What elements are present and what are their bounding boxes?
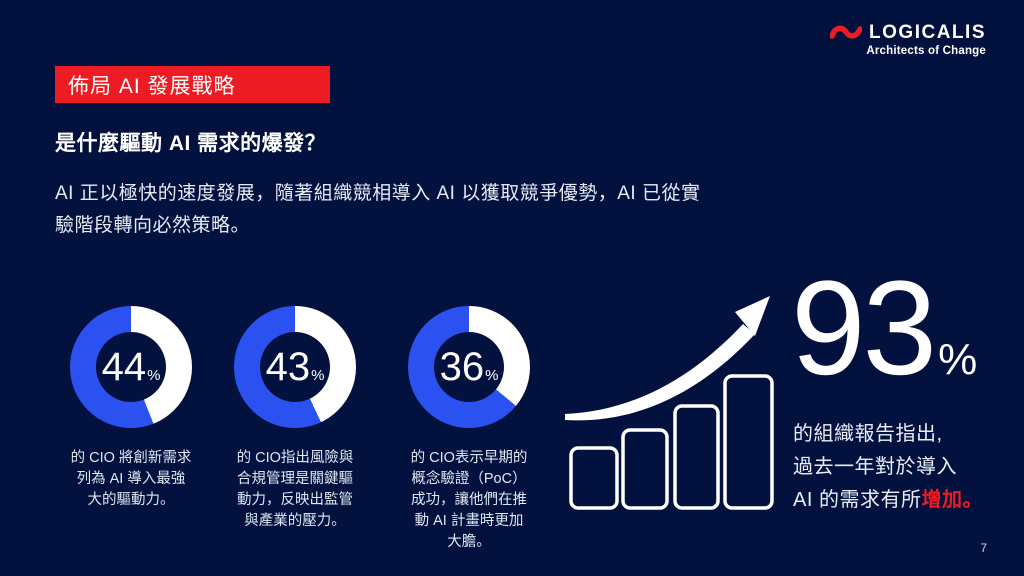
donut-chart-poc: 36 % (408, 306, 530, 428)
stat-unit: % (938, 335, 978, 384)
page-title: 是什麼驅動 AI 需求的爆發？ (55, 132, 327, 155)
donut-center: 43 % (260, 332, 330, 402)
headline-stat: 93 % (791, 262, 977, 396)
stat-highlight-word: 增加。 (921, 489, 983, 511)
donut-value: 36 (439, 345, 485, 389)
section-banner: 佈局 AI 發展戰略 (55, 66, 330, 103)
page-number: 7 (980, 541, 987, 555)
donut-unit: % (147, 367, 161, 384)
donut-unit: % (311, 367, 325, 384)
donut-value: 43 (265, 345, 311, 389)
brand-tagline: Architects of Change (866, 45, 986, 57)
stat-value: 93 (791, 254, 937, 403)
growth-bars-icon (569, 374, 774, 510)
intro-line: AI 正以極快的速度發展，隨著組織競相導入 AI 以獲取競爭優勢，AI 已從實 (55, 183, 701, 204)
donut-caption-poc: 的 CIO表示早期的 概念驗證（PoC） 成功，讓他們在推 動 AI 計畫時更加… (410, 450, 528, 550)
donut-value: 44 (101, 345, 147, 389)
stat-last-line-prefix: AI 的需求有所 (793, 489, 922, 511)
section-banner-label: 佈局 AI 發展戰略 (68, 74, 236, 98)
growth-arrow-icon (565, 296, 770, 421)
donut-center: 44 % (96, 332, 166, 402)
headline-stat-description: 的組織報告指出, 過去一年對於導入 AI 的需求有所增加。 (793, 423, 983, 511)
infinity-ribbon-icon (830, 25, 863, 39)
donut-unit: % (485, 367, 499, 384)
donut-caption-risk-compliance: 的 CIO指出風險與 合規管理是關鍵驅 動力，反映出監管 與產業的壓力。 (236, 450, 354, 529)
intro-line: 驗階段轉向必然策略。 (55, 215, 251, 236)
growth-trend-icon (565, 296, 774, 510)
donut-center: 36 % (434, 332, 504, 402)
logicalis-logo: LOGICALIS Architects of Change (830, 22, 986, 57)
donut-caption-innovation: 的 CIO 將創新需求 列為 AI 導入最強 大的驅動力。 (70, 450, 192, 508)
donut-chart-innovation: 44 % (70, 306, 192, 428)
donut-chart-risk-compliance: 43 % (234, 306, 356, 428)
brand-name: LOGICALIS (869, 22, 986, 43)
intro-paragraph: AI 正以極快的速度發展，隨著組織競相導入 AI 以獲取競爭優勢，AI 已從實 … (55, 178, 700, 242)
